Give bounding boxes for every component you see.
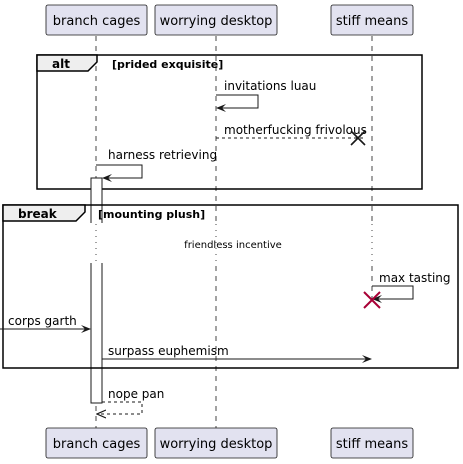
participant-label: worrying desktop [160, 14, 273, 29]
destroy-x-icon [350, 130, 366, 146]
message-label: nope pan [108, 387, 164, 401]
participant-label: stiff means [336, 14, 408, 29]
participant-label: branch cages [53, 437, 141, 452]
destroy-x-icon [363, 291, 381, 309]
delay-divider: friendless incentive [90, 223, 379, 263]
break-fragment: break [mounting plush] [2, 204, 459, 369]
message-label: surpass euphemism [108, 344, 229, 358]
message-label: motherfucking frivolous [224, 123, 367, 137]
message-harness-retrieving: harness retrieving [96, 148, 217, 182]
break-keyword: break [18, 207, 58, 221]
participant-label: branch cages [53, 14, 141, 29]
break-guard: [mounting plush] [98, 208, 205, 221]
participant-label: stiff means [336, 437, 408, 452]
message-label: harness retrieving [108, 148, 217, 162]
alt-guard: [prided exquisite] [112, 58, 223, 71]
participant-stiff-means-top[interactable]: stiff means [330, 4, 414, 36]
message-motherfucking-frivolous: motherfucking frivolous [216, 123, 367, 146]
alt-fragment: alt [prided exquisite] [36, 54, 423, 190]
message-max-tasting: max tasting [363, 271, 451, 309]
participant-worrying-desktop-bottom[interactable]: worrying desktop [154, 427, 278, 459]
message-label: invitations luau [224, 79, 316, 93]
message-label: corps garth [8, 314, 77, 328]
message-surpass-euphemism: surpass euphemism [102, 344, 372, 363]
message-nope-pan: nope pan [97, 387, 164, 414]
message-invitations-luau: invitations luau [216, 79, 316, 112]
participant-worrying-desktop-top[interactable]: worrying desktop [154, 4, 278, 36]
participant-stiff-means-bottom[interactable]: stiff means [330, 427, 414, 459]
participant-branch-cages-top[interactable]: branch cages [45, 4, 148, 36]
message-label: max tasting [379, 271, 451, 285]
participant-branch-cages-bottom[interactable]: branch cages [45, 427, 148, 459]
activation-bar [90, 177, 103, 404]
message-corps-garth: corps garth [0, 314, 91, 333]
participant-label: worrying desktop [160, 437, 273, 452]
alt-keyword: alt [52, 57, 70, 71]
divider-label: friendless incentive [184, 240, 282, 251]
